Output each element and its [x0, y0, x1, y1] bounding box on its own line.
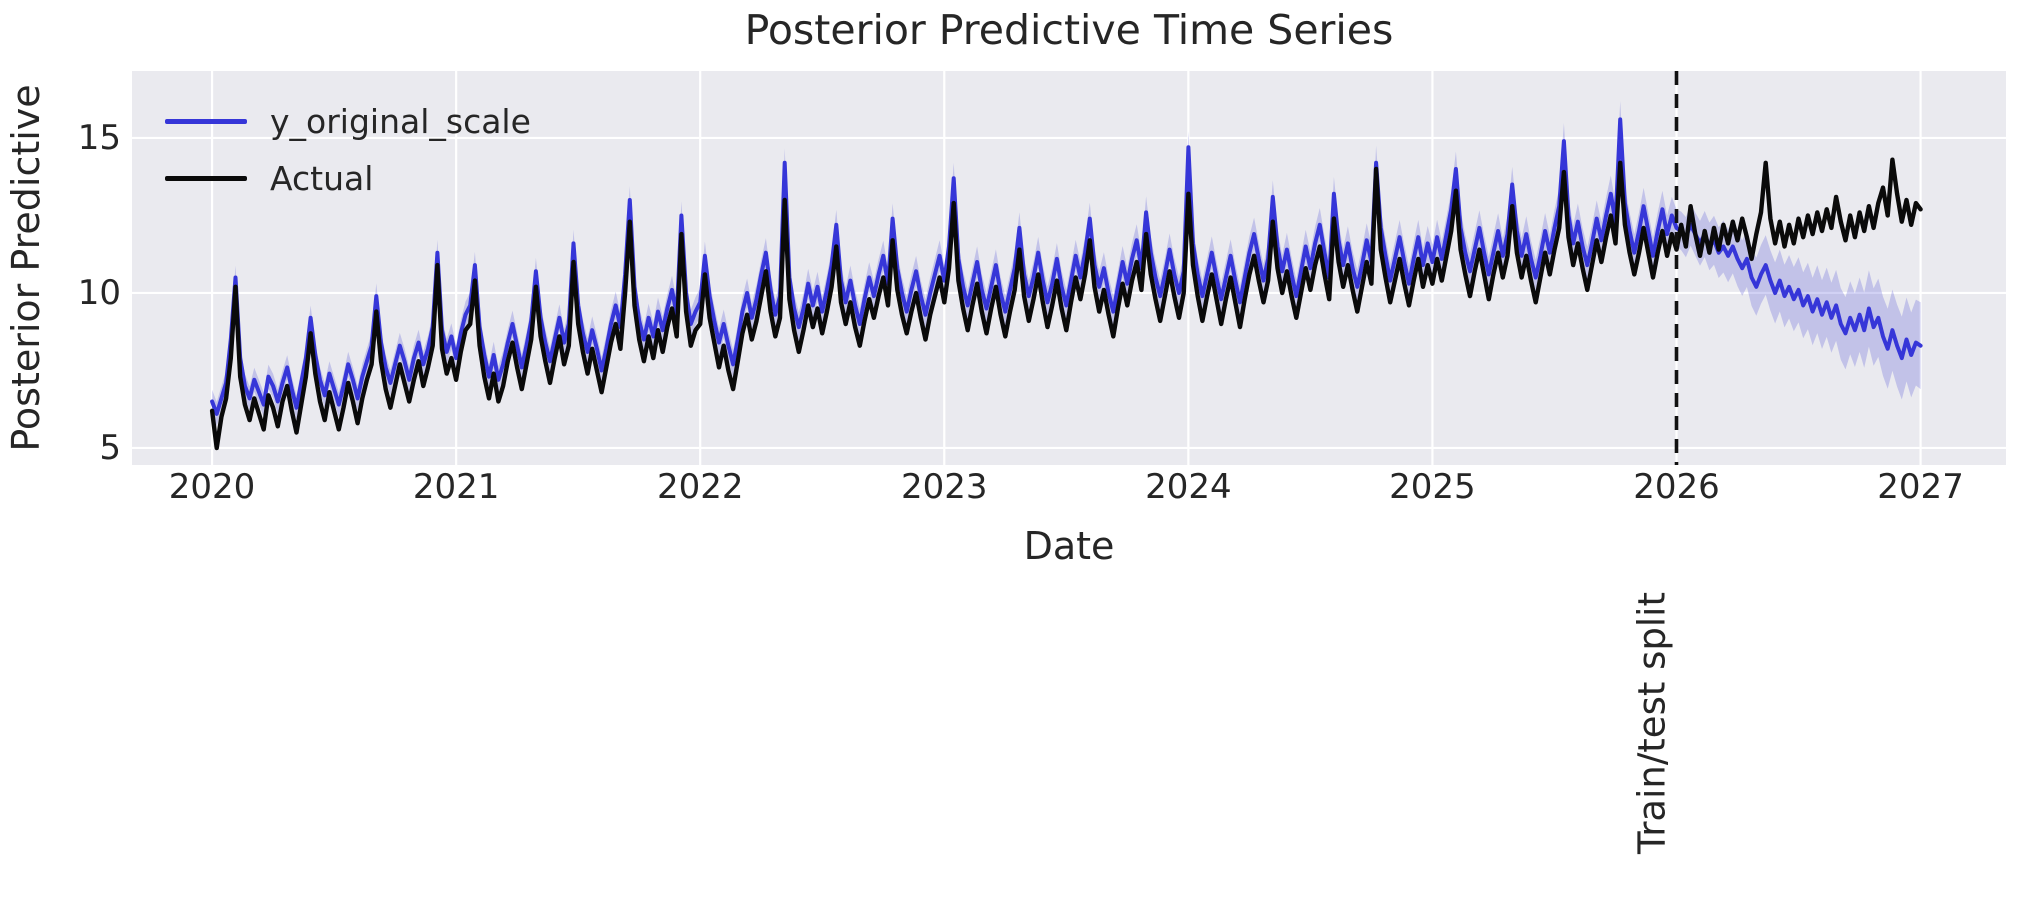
y-tick-label: 15 — [77, 117, 121, 158]
x-tick-label: 2026 — [1633, 467, 1720, 507]
x-tick-label: 2024 — [1145, 467, 1232, 507]
train-test-split-label: Train/test split — [1630, 592, 1674, 854]
line-y-original-scale — [210, 117, 1923, 416]
x-tick-label: 2020 — [168, 467, 256, 507]
legend-item-actual: Actual — [165, 155, 531, 201]
legend-item-predicted: y_original_scale — [165, 98, 531, 144]
legend-label: y_original_scale — [270, 101, 531, 141]
legend-line-swatch-black — [165, 175, 247, 181]
axes-background — [132, 71, 2006, 465]
x-tick-label: 2025 — [1389, 467, 1476, 507]
y-tick-label: 10 — [77, 272, 121, 313]
x-axis-label: Date — [1023, 524, 1115, 568]
legend-line-swatch-blue — [165, 118, 247, 124]
x-tick-label: 2021 — [412, 467, 500, 507]
y-tick-label: 5 — [99, 427, 121, 468]
x-tick-label: 2027 — [1877, 467, 1964, 507]
x-tick-label: 2022 — [656, 467, 744, 507]
x-tick-label: 2023 — [901, 467, 988, 507]
line-actual — [209, 157, 1923, 451]
chart-title: Posterior Predictive Time Series — [744, 6, 1394, 54]
legend: y_original_scale Actual — [165, 98, 531, 212]
legend-label: Actual — [270, 158, 374, 198]
